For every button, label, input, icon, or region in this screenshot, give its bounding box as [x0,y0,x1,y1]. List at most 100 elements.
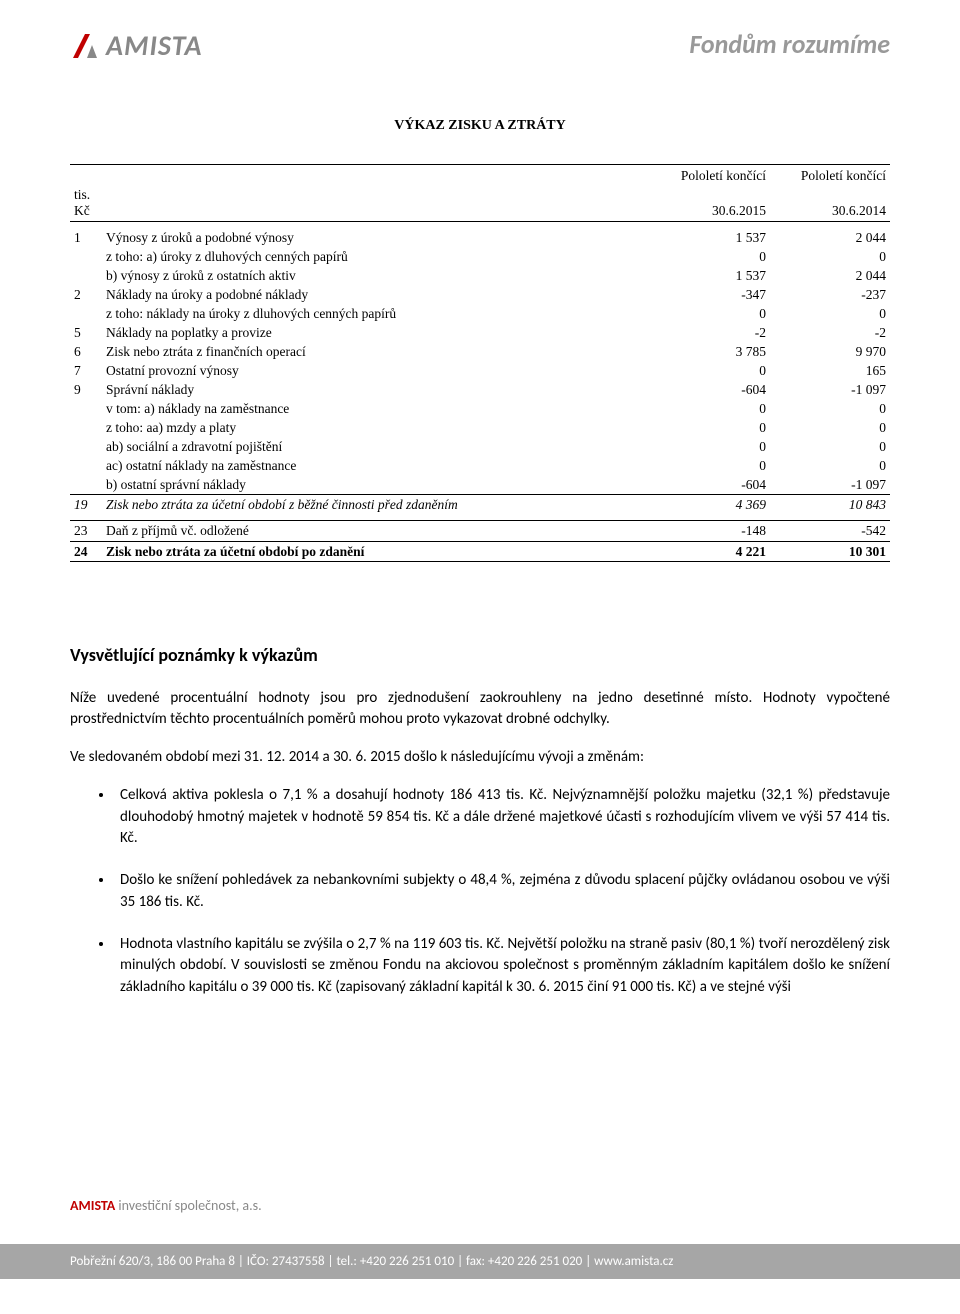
row-num: 2 [70,285,102,304]
row-v2: 10 301 [770,542,890,562]
list-item: Celková aktiva poklesla o 7,1 % a dosahu… [114,785,890,850]
row-num [70,475,102,495]
row-num [70,304,102,323]
table-row: z toho: náklady na úroky z dluhových cen… [70,304,890,323]
row-v2: 10 843 [770,496,890,515]
col-header-1a: Pololetí končící [650,167,770,186]
row-v1: -148 [650,522,770,542]
row-v2: 0 [770,456,890,475]
row-v1: 0 [650,437,770,456]
profit-loss-table: Pololetí končící Pololetí končící tis. K… [70,164,890,564]
row-label: Náklady na úroky a podobné náklady [102,285,650,304]
row-label: Daň z příjmů vč. odložené [102,522,650,542]
row-v2: 2 044 [770,228,890,247]
row-label: b) ostatní správní náklady [102,475,650,495]
row-label: Zisk nebo ztráta za účetní období po zda… [102,542,650,562]
row-num [70,456,102,475]
table-row: ab) sociální a zdravotní pojištění00 [70,437,890,456]
list-item: Došlo ke snížení pohledávek za nebankovn… [114,870,890,914]
row-label: Správní náklady [102,380,650,399]
row-label: Výnosy z úroků a podobné výnosy [102,228,650,247]
tagline: Fondům rozumíme [689,28,890,60]
row-label: b) výnosy z úroků z ostatních aktiv [102,266,650,285]
unit-label: tis. Kč [70,186,102,222]
table-row: v tom: a) náklady na zaměstnance00 [70,399,890,418]
page-header: AMISTA Fondům rozumíme [70,28,890,63]
table-row: b) ostatní správní náklady-604-1 097 [70,475,890,495]
row-v2: -1 097 [770,475,890,495]
row-v2: 165 [770,361,890,380]
row-label: Náklady na poplatky a provize [102,323,650,342]
row-num: 1 [70,228,102,247]
row-v1: 0 [650,456,770,475]
table-row: 6Zisk nebo ztráta z finančních operací3 … [70,342,890,361]
row-v1: -604 [650,380,770,399]
row-num: 9 [70,380,102,399]
row-label: Zisk nebo ztráta z finančních operací [102,342,650,361]
table-row: b) výnosy z úroků z ostatních aktiv1 537… [70,266,890,285]
table-row: z toho: a) úroky z dluhových cenných pap… [70,247,890,266]
row-num: 5 [70,323,102,342]
table-row: 9Správní náklady-604-1 097 [70,380,890,399]
table-title: VÝKAZ ZISKU A ZTRÁTY [70,118,890,134]
row-v1: 0 [650,418,770,437]
row-v2: 9 970 [770,342,890,361]
row-v1: 0 [650,399,770,418]
row-num [70,418,102,437]
row-v2: 0 [770,418,890,437]
row-v2: -1 097 [770,380,890,399]
logo-text: AMISTA [106,28,203,63]
table-row: 5Náklady na poplatky a provize-2-2 [70,323,890,342]
row-num: 7 [70,361,102,380]
row-v1: 4 221 [650,542,770,562]
row-v1: -2 [650,323,770,342]
row-label: ac) ostatní náklady na zaměstnance [102,456,650,475]
row-v1: 1 537 [650,228,770,247]
row-num: 24 [70,542,102,562]
notes-p1: Níže uvedené procentuální hodnoty jsou p… [70,688,890,732]
row-v1: -347 [650,285,770,304]
row-num: 19 [70,496,102,515]
row-v2: 0 [770,399,890,418]
row-v2: -542 [770,522,890,542]
notes-heading: Vysvětlující poznámky k výkazům [70,644,890,666]
row-label: Ostatní provozní výnosy [102,361,650,380]
row-num [70,266,102,285]
table-row: z toho: aa) mzdy a platy00 [70,418,890,437]
row-num: 6 [70,342,102,361]
row-v1: 3 785 [650,342,770,361]
row-v1: 0 [650,304,770,323]
row-v2: 0 [770,437,890,456]
col-header-2b: 30.6.2014 [770,186,890,222]
row-v1: 0 [650,247,770,266]
row-v2: 0 [770,247,890,266]
row-v1: 1 537 [650,266,770,285]
row-label: Zisk nebo ztráta za účetní období z běžn… [102,496,650,515]
row-num [70,399,102,418]
row-v1: 0 [650,361,770,380]
row-v2: 2 044 [770,266,890,285]
table-row: 2Náklady na úroky a podobné náklady-347-… [70,285,890,304]
table-row: 1Výnosy z úroků a podobné výnosy1 5372 0… [70,228,890,247]
row-num: 23 [70,522,102,542]
col-header-2a: Pololetí končící [770,167,890,186]
footer-suffix: investiční společnost, a.s. [115,1197,261,1214]
row-v2: 0 [770,304,890,323]
notes-p2: Ve sledovaném období mezi 31. 12. 2014 a… [70,747,890,769]
row-num [70,437,102,456]
footer-bar: Pobřežní 620/3, 186 00 Praha 8 | IČO: 27… [0,1244,960,1279]
row-v2: -2 [770,323,890,342]
row-label: v tom: a) náklady na zaměstnance [102,399,650,418]
row-v1: 4 369 [650,496,770,515]
logo-icon [70,31,100,61]
row-v2: -237 [770,285,890,304]
row-v1: -604 [650,475,770,495]
table-row: ac) ostatní náklady na zaměstnance00 [70,456,890,475]
notes-list: Celková aktiva poklesla o 7,1 % a dosahu… [70,785,890,999]
footer-company: AMISTA investiční společnost, a.s. [70,1197,262,1214]
logo: AMISTA [70,28,203,63]
list-item: Hodnota vlastního kapitálu se zvýšila o … [114,934,890,999]
row-num [70,247,102,266]
table-row: 7Ostatní provozní výnosy0165 [70,361,890,380]
row-label: ab) sociální a zdravotní pojištění [102,437,650,456]
